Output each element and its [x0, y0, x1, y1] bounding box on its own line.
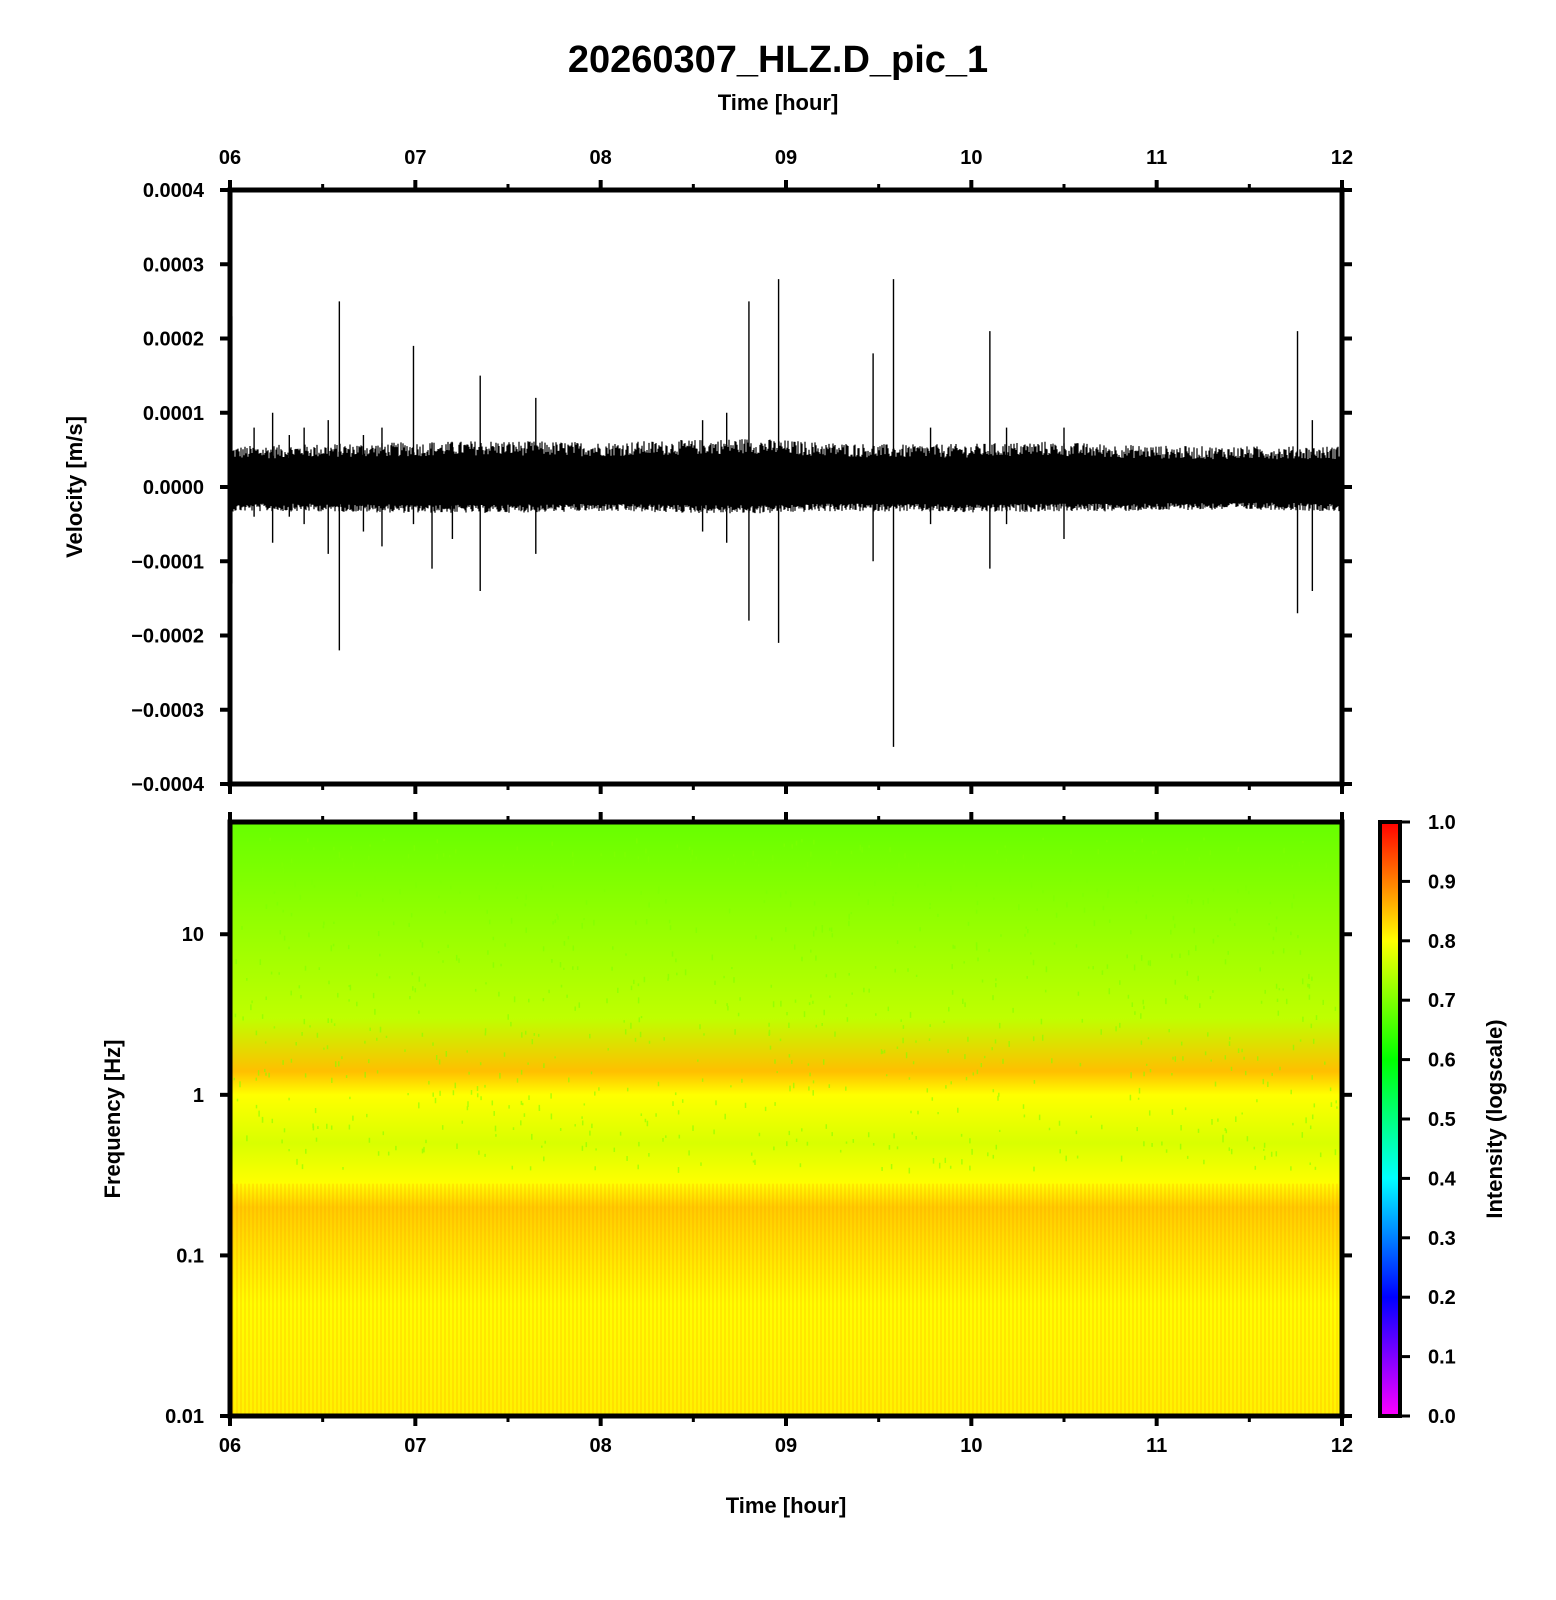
velocity-y-tick-label: −0.0002 [131, 626, 204, 648]
colorbar-ticks: 1.0 0.9 0.8 0.7 0.6 0.5 0.4 0.3 0.2 0.1 0.0 [1400, 812, 1457, 1428]
top-x-tick-label: 12 [1331, 147, 1353, 169]
velocity-y-tick-label: 0.0004 [143, 180, 205, 202]
noise-band [230, 439, 1342, 514]
colorbar-tick-label: 0.2 [1428, 1287, 1456, 1309]
spectrogram-x-tick-label: 06 [219, 1435, 241, 1457]
colorbar-tick-label: 0.9 [1428, 871, 1456, 893]
colorbar-label: Intensity (logscale) [1482, 1019, 1507, 1218]
noise-core [230, 464, 1342, 501]
top-x-axis-label: Time [hour] [718, 90, 839, 115]
velocity-y-tick-label: −0.0001 [131, 551, 204, 573]
spectrogram-x-tick-label: 11 [1146, 1435, 1167, 1457]
spectrogram-y-axis-label: Frequency [Hz] [100, 1040, 125, 1199]
top-x-tick-label: 07 [404, 147, 426, 169]
spectrogram-x-tick-label: 10 [960, 1435, 982, 1457]
frequency-y-tick-label: 10 [182, 924, 204, 946]
top-x-tick-label: 10 [960, 147, 982, 169]
colorbar: 1.0 0.9 0.8 0.7 0.6 0.5 0.4 0.3 0.2 0.1 0.0 [1378, 812, 1457, 1428]
velocity-panel: 06 07 08 09 10 11 12 0.0004 0.0003 0.0002 0.0001 0.… [131, 147, 1353, 796]
spectrogram-axes: 06 07 08 09 10 11 12 10 1 0.1 0.01 [165, 812, 1353, 1457]
colorbar-tick-label: 1.0 [1428, 812, 1456, 834]
velocity-y-axis-label: Velocity [m/s] [62, 416, 87, 558]
spectrogram-texture [232, 837, 1338, 1416]
top-x-tick-label: 09 [775, 147, 797, 169]
colorbar-gradient [1380, 822, 1400, 1416]
velocity-y-tick-label: −0.0003 [131, 700, 204, 722]
colorbar-tick-label: 0.3 [1428, 1228, 1456, 1250]
frequency-y-tick-label: 1 [193, 1085, 204, 1107]
spectrogram-x-tick-label: 07 [404, 1435, 426, 1457]
top-x-tick-label: 11 [1146, 147, 1167, 169]
velocity-y-tick-label: 0.0001 [143, 403, 204, 425]
colorbar-tick-label: 0.6 [1428, 1050, 1456, 1072]
colorbar-tick-label: 0.5 [1428, 1109, 1456, 1131]
colorbar-tick-label: 0.0 [1428, 1406, 1456, 1428]
frequency-y-tick-label: 0.01 [165, 1406, 204, 1428]
velocity-y-tick-label: 0.0002 [143, 329, 204, 351]
spectrogram-image [230, 822, 1342, 1416]
velocity-y-tick-label: 0.0003 [143, 254, 204, 276]
top-x-tick-label: 08 [590, 147, 612, 169]
frequency-y-tick-label: 0.1 [176, 1245, 204, 1267]
velocity-axes: 06 07 08 09 10 11 12 0.0004 0.0003 0.0002 0.0001 0.… [131, 147, 1353, 796]
velocity-spikes [231, 279, 1314, 747]
spectrogram-flecks [233, 837, 1338, 1174]
spectrogram-panel: 06 07 08 09 10 11 12 10 1 0.1 0.01 [165, 812, 1353, 1457]
colorbar-tick-label: 0.1 [1428, 1347, 1456, 1369]
spectrogram-x-tick-label: 09 [775, 1435, 797, 1457]
spectrogram-x-tick-label: 12 [1331, 1435, 1353, 1457]
top-x-tick-label: 06 [219, 147, 241, 169]
spectrogram-x-axis-label: Time [hour] [726, 1493, 847, 1518]
spectrogram-striations [232, 1183, 1338, 1416]
colorbar-tick-label: 0.4 [1428, 1168, 1457, 1190]
colorbar-tick-label: 0.8 [1428, 931, 1456, 953]
colorbar-tick-label: 0.7 [1428, 990, 1456, 1012]
spectrogram-x-tick-label: 08 [590, 1435, 612, 1457]
velocity-y-tick-label: 0.0000 [143, 477, 204, 499]
chart-title: 20260307_HLZ.D_pic_1 [568, 39, 988, 81]
velocity-y-tick-label: −0.0004 [131, 774, 205, 796]
